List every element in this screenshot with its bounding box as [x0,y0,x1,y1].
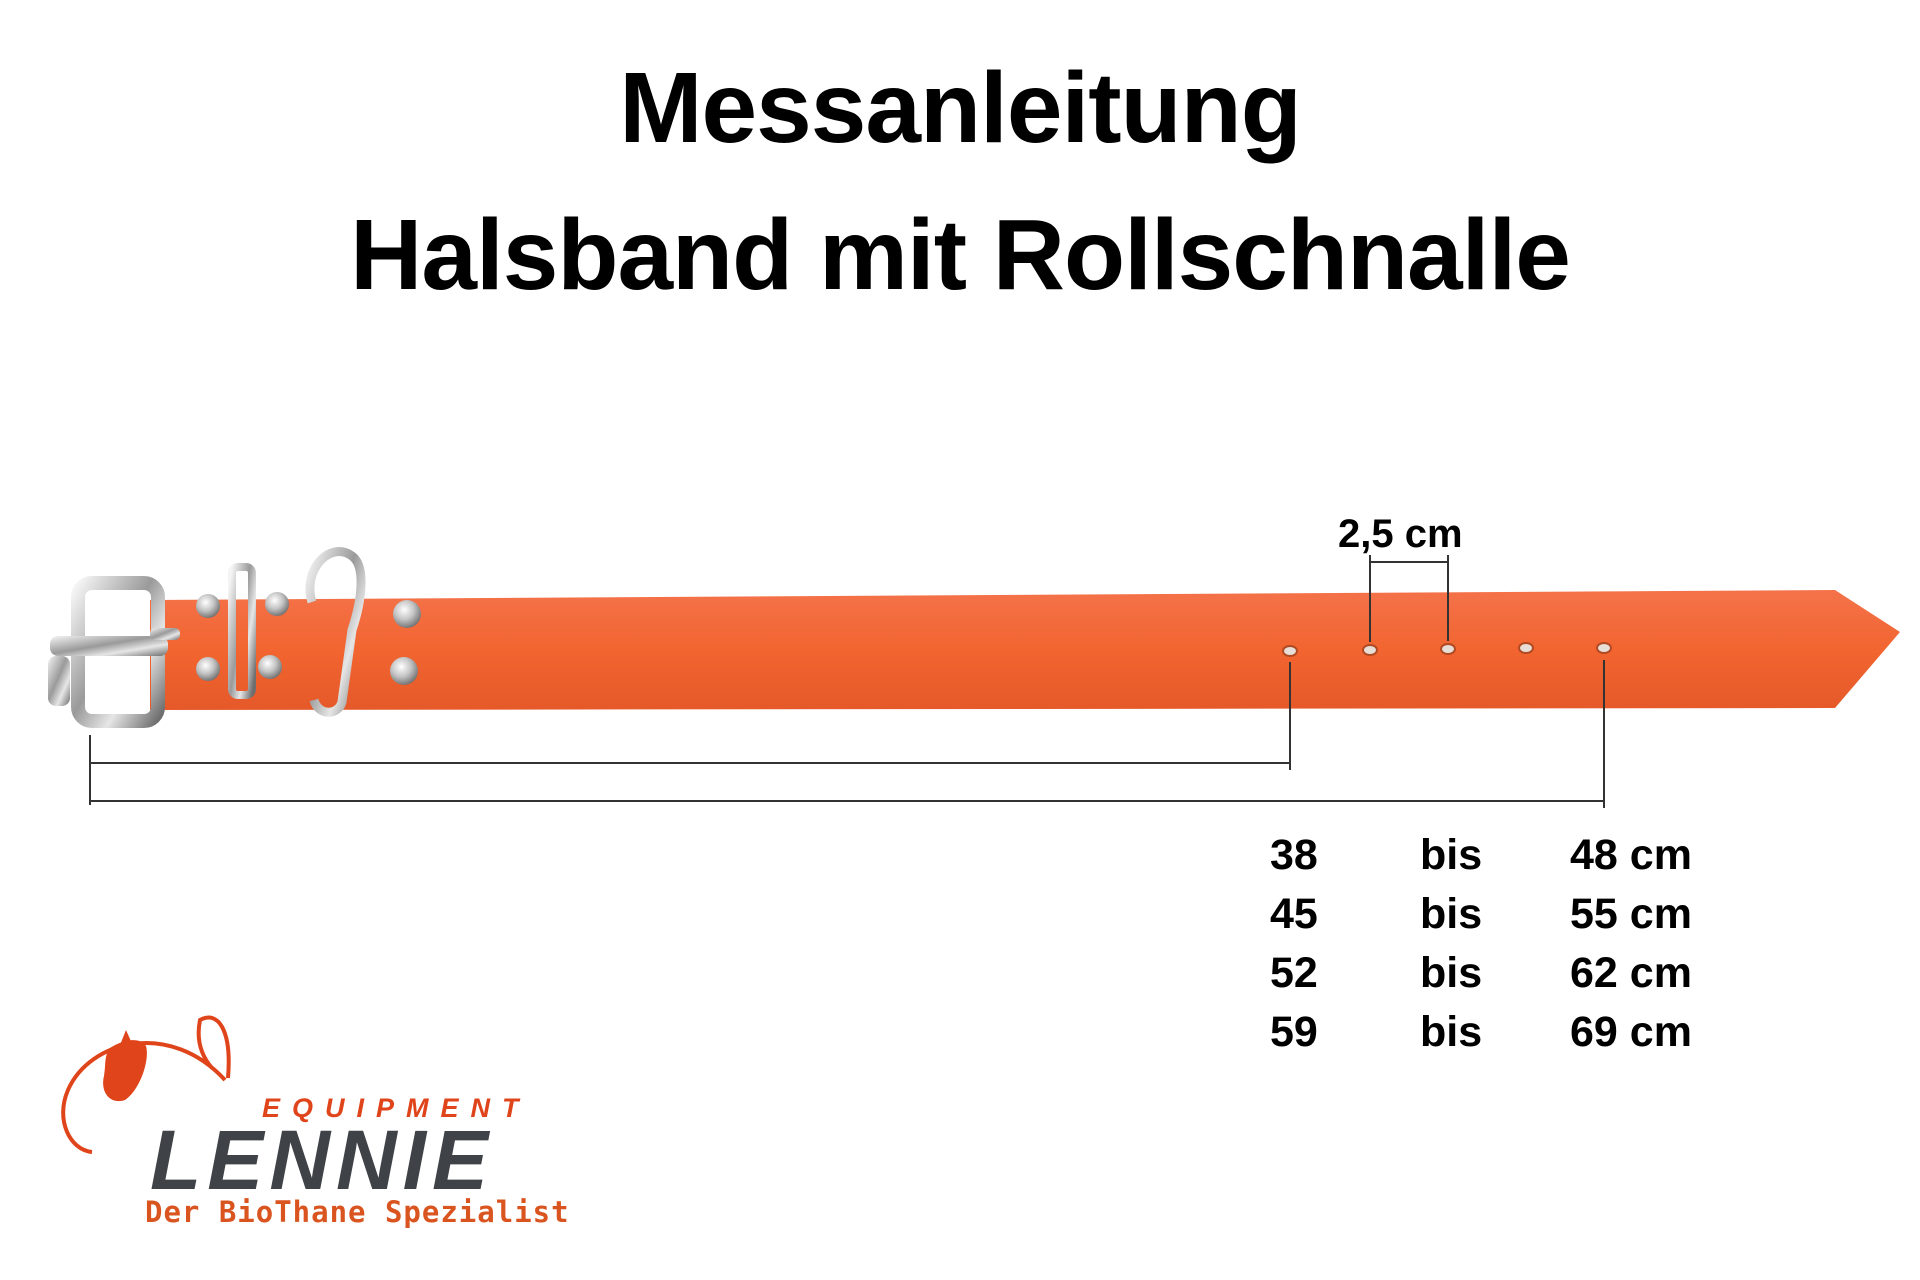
roller-buckle [48,576,180,728]
size-min: 52 [1270,949,1318,997]
measure-line-min [89,662,1291,770]
rivet [258,655,282,679]
rivet [390,657,418,685]
measure-line-max [89,660,1605,808]
size-max: 69 cm [1570,1008,1692,1056]
keeper-loop [228,563,256,699]
adjustment-hole [1362,644,1378,656]
logo-word: EQUIPMENT [262,1093,531,1123]
size-separator: bis [1420,949,1483,997]
size-min: 38 [1270,831,1318,879]
hole-spacing-label: 2,5 cm [1338,512,1463,556]
size-max: 55 cm [1570,890,1692,938]
size-separator: bis [1420,1008,1483,1056]
dog-ear-icon [118,1030,134,1050]
adjustment-hole [1596,642,1612,654]
size-min: 59 [1270,1008,1318,1056]
adjustment-hole [1440,643,1456,655]
d-ring [305,547,366,717]
rivet [196,657,220,681]
rivet [265,592,289,616]
horse-head-outline [61,1015,231,1154]
size-min: 45 [1270,890,1318,938]
logo-name: LENNIE [150,1113,495,1207]
logo-tagline: Der BioThane Spezialist [145,1195,570,1229]
hole-spacing-dimension [1369,555,1449,642]
rivet [196,594,220,618]
adjustment-hole [1282,645,1298,657]
size-max: 62 cm [1570,949,1692,997]
size-separator: bis [1420,831,1483,879]
page-subtitle: Halsband mit Rollschnalle [350,199,1571,311]
collar-strap [150,590,1900,710]
size-separator: bis [1420,890,1483,938]
rivet [393,600,421,628]
size-max: 48 cm [1570,831,1692,879]
dog-head-icon [103,1040,147,1102]
page-title: Messanleitung [619,52,1302,164]
logo-emblem [61,1015,231,1154]
adjustment-hole [1518,642,1534,654]
